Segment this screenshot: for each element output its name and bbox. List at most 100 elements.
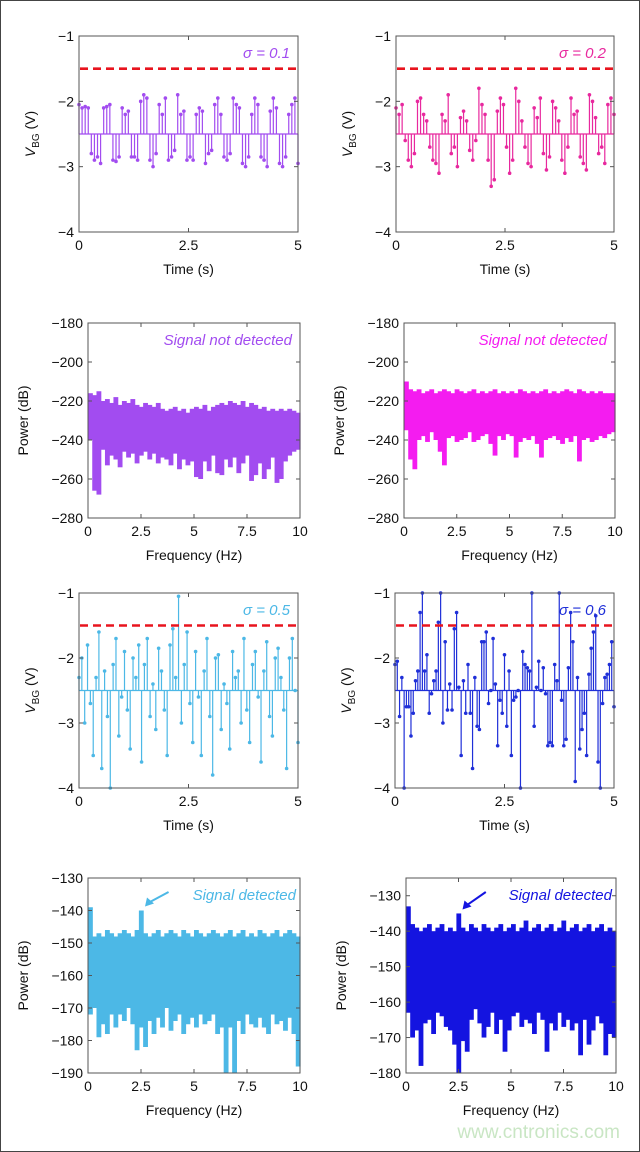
stem-marker [447, 682, 452, 686]
spectrum-bar [168, 930, 174, 1031]
y-tick-label: −130 [51, 870, 83, 886]
stem-marker [443, 639, 447, 644]
spectrum-bar [109, 933, 115, 1015]
spectrum-bar [244, 936, 250, 1015]
spectrum-bar [603, 931, 609, 1056]
spectrum-bar [456, 913, 462, 1073]
stem-marker [151, 164, 155, 169]
stem-marker [498, 96, 503, 100]
stem-marker [159, 669, 164, 673]
y-tick-label: −220 [51, 393, 83, 409]
y-tick-label: −2 [374, 650, 390, 666]
stem-marker [83, 104, 87, 109]
stem-marker [151, 682, 155, 686]
stem-marker [498, 698, 502, 703]
stem-marker [484, 630, 489, 634]
spectrum-bar [515, 931, 520, 1013]
stem-marker [293, 96, 297, 100]
stem-marker [162, 708, 167, 712]
spectrum-bar [568, 391, 574, 442]
spectrum-bar [185, 933, 191, 1025]
stem-marker [225, 158, 229, 162]
spectrum-bar [291, 933, 297, 1034]
spectrum-bar [143, 402, 148, 452]
stem-marker [397, 714, 402, 719]
spectrum-bar [126, 402, 131, 458]
spectrum-bar [441, 389, 447, 466]
x-tick-label: 5 [506, 523, 514, 539]
stem-marker [443, 119, 447, 123]
spectrum-bar [463, 393, 468, 439]
spectrum-bar [410, 924, 415, 1038]
stem-marker [80, 106, 84, 110]
spectrum-bar [590, 931, 596, 1031]
stem-marker [509, 753, 514, 758]
spectrum-bar [505, 393, 511, 435]
spectrum-bar [96, 933, 102, 1038]
annotation-arrow [465, 891, 487, 907]
stem-marker [259, 760, 263, 764]
spectrum-bar [257, 408, 263, 464]
stem-marker [397, 112, 401, 117]
spectrum-bar [599, 924, 604, 1024]
y-tick-label: −2 [58, 93, 74, 109]
spectrum-bar [414, 927, 420, 1031]
x-tick-label: 7.5 [237, 523, 257, 539]
stem-marker [562, 743, 566, 748]
spectrum-bar [189, 936, 195, 1018]
spectrum-bar [291, 410, 297, 452]
spectrum-bar [109, 402, 115, 456]
chart-panel-4: 0 2.5 5 7.5 10 −280 −260 −240 −220 −200 −180 Freque… [331, 315, 623, 563]
stem-marker [427, 711, 432, 716]
y-label-unit: (V) [339, 111, 355, 134]
stem-marker [596, 151, 601, 156]
y-tick-label: −180 [367, 315, 399, 331]
spectrum-bar [429, 389, 435, 433]
stem-marker [283, 155, 288, 159]
spectrum-bar [249, 933, 254, 1025]
spectrum-bar [561, 920, 567, 1027]
stem-marker [493, 682, 498, 686]
x-tick-label: 2.5 [131, 1078, 151, 1094]
stem-marker [550, 743, 555, 748]
spectrum-bar [164, 933, 170, 1008]
spectrum-bar [475, 393, 481, 440]
stem-marker [609, 639, 614, 644]
spectrum-bar [577, 389, 582, 462]
spectrum-bar [511, 924, 516, 1017]
x-axis-label: Time (s) [480, 261, 531, 277]
spectrum-bar [574, 924, 579, 1024]
y-label-symbol: V [22, 146, 38, 157]
spectrum-bar [134, 930, 140, 1051]
y-label-unit: (V) [22, 111, 38, 134]
stem-marker [92, 158, 97, 162]
spectrum-bar [610, 393, 616, 433]
stem-marker [199, 753, 204, 758]
spectrum-bar [435, 927, 441, 1013]
stem-marker [536, 659, 541, 664]
stem-marker [427, 145, 432, 149]
stem-marker [409, 734, 413, 738]
stem-marker [202, 669, 206, 673]
spectrum-bar [100, 936, 106, 1025]
x-axis-label: Frequency (Hz) [461, 547, 557, 563]
spectrum-bar [448, 927, 453, 1031]
stem-marker [532, 106, 536, 110]
spectrum-bar [223, 404, 229, 460]
spectrum-bar [519, 927, 525, 1027]
stem-marker [454, 610, 459, 615]
stem-marker [99, 766, 104, 771]
x-tick-label: 10 [292, 523, 308, 539]
spectrum-bar [488, 391, 494, 444]
spectrum-bar [498, 924, 504, 1020]
stem-marker [97, 630, 101, 634]
stem-marker [599, 145, 604, 149]
stem-marker [429, 691, 434, 696]
stem-marker [284, 766, 289, 771]
spectrum-bar [544, 927, 550, 1052]
x-tick-label: 2.5 [179, 237, 199, 253]
x-tick-label: 10 [607, 523, 623, 539]
stem-marker [413, 678, 418, 683]
stem-marker [510, 158, 515, 162]
x-axis-label: Time (s) [163, 817, 214, 833]
